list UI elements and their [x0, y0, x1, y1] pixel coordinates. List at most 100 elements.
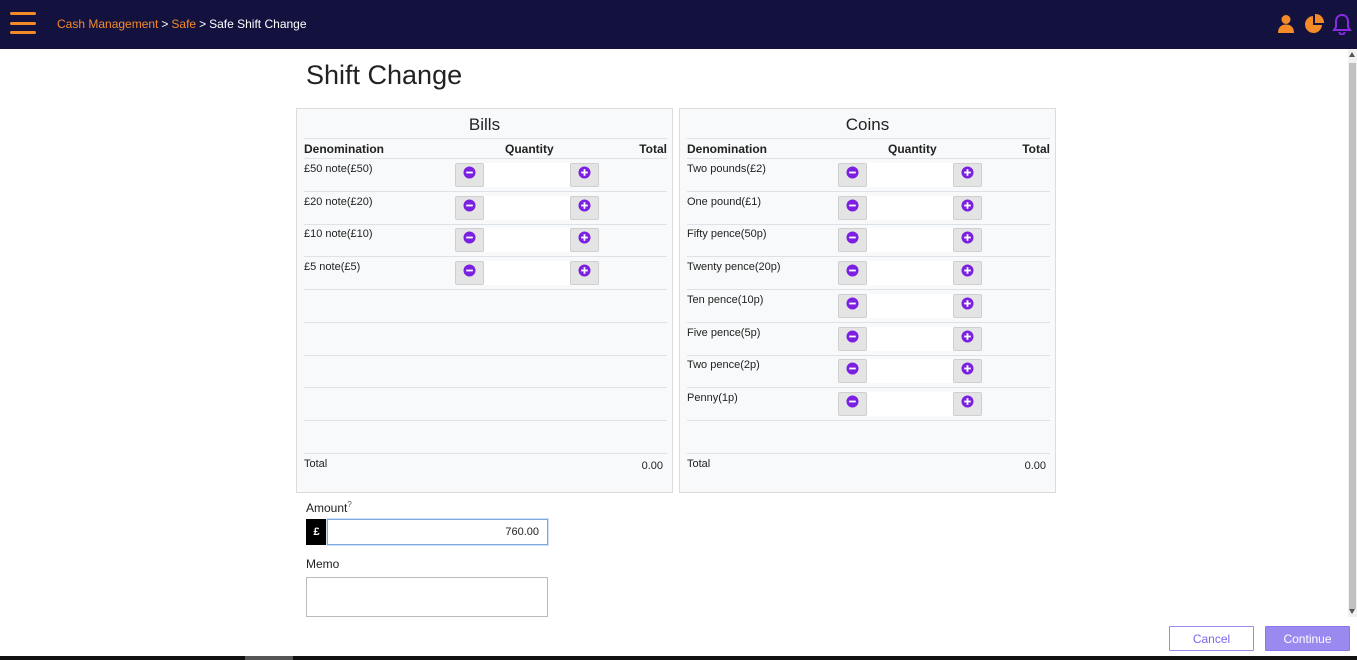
top-icons [1275, 12, 1353, 36]
increment-button[interactable] [953, 326, 982, 351]
total-header: Total [639, 142, 667, 156]
quantity-input[interactable] [484, 261, 570, 286]
plus-icon [961, 297, 974, 315]
quantity-input[interactable] [484, 195, 570, 220]
decrement-button[interactable] [838, 228, 867, 253]
hamburger-menu-icon[interactable] [10, 12, 36, 34]
decrement-button[interactable] [455, 163, 484, 187]
amount-input[interactable] [327, 519, 548, 545]
quantity-header: Quantity [505, 142, 554, 156]
plus-icon [961, 199, 974, 217]
decrement-button[interactable] [838, 326, 867, 351]
continue-button[interactable]: Continue [1265, 626, 1350, 651]
breadcrumb-safe[interactable]: Safe [171, 17, 197, 31]
denomination-row: Fifty pence(50p) [687, 224, 1050, 258]
plus-icon [578, 166, 591, 184]
minus-icon [846, 297, 859, 315]
decrement-button[interactable] [838, 359, 867, 384]
quantity-input[interactable] [484, 163, 570, 187]
coins-title: Coins [845, 115, 890, 134]
decrement-button[interactable] [455, 261, 484, 286]
minus-icon [846, 231, 859, 249]
minus-icon [846, 166, 859, 184]
taskbar-tab[interactable] [245, 656, 293, 660]
coins-total-label: Total [687, 458, 711, 470]
bell-icon[interactable] [1331, 12, 1353, 36]
quantity-input[interactable] [867, 293, 953, 318]
quantity-input[interactable] [484, 228, 570, 253]
decrement-button[interactable] [455, 195, 484, 220]
increment-button[interactable] [953, 391, 982, 416]
breadcrumb-cash-management[interactable]: Cash Management [57, 17, 159, 31]
increment-button[interactable] [953, 163, 982, 187]
quantity-input[interactable] [867, 391, 953, 416]
decrement-button[interactable] [455, 228, 484, 253]
decrement-button[interactable] [838, 293, 867, 318]
minus-icon [846, 395, 859, 413]
denomination-row: £5 note(£5) [304, 257, 667, 291]
empty-row [304, 290, 667, 323]
increment-button[interactable] [953, 228, 982, 253]
increment-button[interactable] [570, 228, 599, 253]
user-icon[interactable] [1275, 12, 1297, 36]
denomination-label: £10 note(£10) [304, 228, 373, 241]
plus-icon [578, 199, 591, 217]
increment-button[interactable] [953, 195, 982, 220]
denomination-header: Denomination [687, 142, 767, 156]
help-icon[interactable]: ? [347, 500, 352, 509]
increment-button[interactable] [570, 261, 599, 286]
scrollbar-thumb[interactable] [1349, 63, 1356, 609]
quantity-input[interactable] [867, 228, 953, 253]
denomination-row: Penny(1p) [687, 388, 1050, 421]
denomination-label: Ten pence(10p) [687, 293, 764, 306]
coins-panel: Coins Denomination Quantity Total Two po… [679, 108, 1056, 493]
bills-total-row: Total 0.00 [304, 453, 667, 483]
scroll-up-icon[interactable] [1349, 52, 1355, 57]
minus-icon [463, 199, 476, 217]
denomination-row: Ten pence(10p) [687, 290, 1050, 323]
quantity-input[interactable] [867, 359, 953, 384]
cancel-button[interactable]: Cancel [1169, 626, 1254, 651]
scroll-down-icon[interactable] [1349, 609, 1355, 614]
minus-icon [463, 166, 476, 184]
plus-icon [961, 264, 974, 282]
denomination-row: £50 note(£50) [304, 159, 667, 192]
breadcrumb-separator: > [161, 17, 169, 31]
decrement-button[interactable] [838, 195, 867, 220]
plus-icon [578, 231, 591, 249]
decrement-button[interactable] [838, 163, 867, 187]
quantity-input[interactable] [867, 163, 953, 187]
minus-icon [846, 199, 859, 217]
page-title: Shift Change [306, 60, 463, 90]
breadcrumb-current: Safe Shift Change [209, 17, 307, 31]
coins-total-value: 0.00 [1024, 460, 1046, 472]
minus-icon [846, 264, 859, 282]
pie-chart-icon[interactable] [1303, 12, 1325, 36]
denomination-row: Five pence(5p) [687, 323, 1050, 356]
increment-button[interactable] [570, 163, 599, 187]
plus-icon [961, 395, 974, 413]
decrement-button[interactable] [838, 391, 867, 416]
quantity-input[interactable] [867, 326, 953, 351]
memo-textarea[interactable] [306, 577, 548, 617]
amount-label-text: Amount [306, 501, 348, 515]
denomination-label: One pound(£1) [687, 195, 761, 208]
denomination-row: Twenty pence(20p) [687, 257, 1050, 291]
coins-table-header: Denomination Quantity Total [687, 138, 1050, 159]
increment-button[interactable] [953, 261, 982, 286]
plus-icon [961, 330, 974, 348]
memo-label: Memo [306, 557, 340, 571]
decrement-button[interactable] [838, 261, 867, 286]
increment-button[interactable] [953, 293, 982, 318]
quantity-input[interactable] [867, 195, 953, 220]
empty-row [304, 421, 667, 454]
denomination-label: £20 note(£20) [304, 195, 373, 208]
quantity-input[interactable] [867, 261, 953, 286]
increment-button[interactable] [570, 195, 599, 220]
increment-button[interactable] [953, 359, 982, 384]
bills-total-value: 0.00 [641, 460, 663, 472]
page-scrollbar[interactable] [1348, 49, 1357, 617]
amount-label: Amount? [306, 500, 352, 515]
minus-icon [463, 231, 476, 249]
bills-panel: Bills Denomination Quantity Total £50 no… [296, 108, 673, 493]
